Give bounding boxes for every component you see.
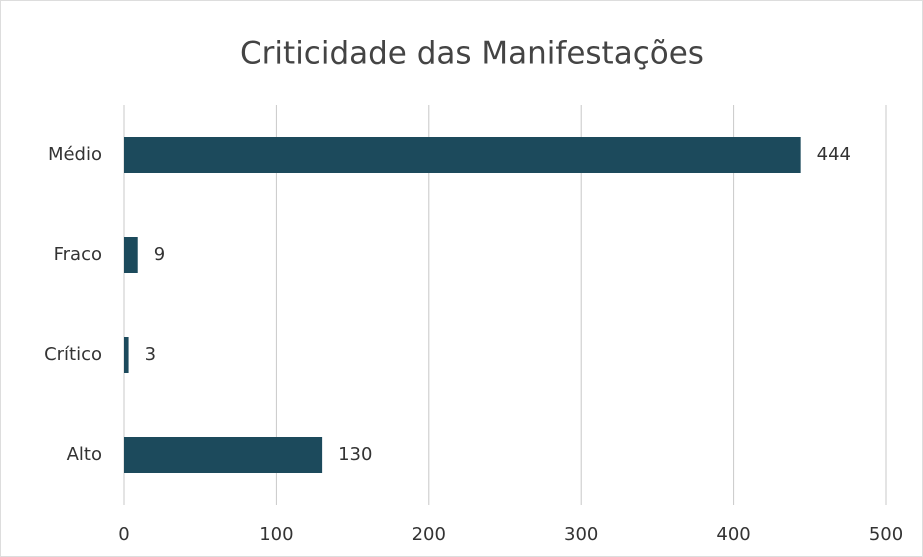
- data-label: 444: [817, 144, 851, 165]
- chart-title: Criticidade das Manifestações: [240, 36, 704, 72]
- bar: [124, 437, 323, 473]
- x-tick-label: 400: [716, 524, 750, 545]
- y-tick-label: Alto: [67, 444, 102, 465]
- x-tick-label: 100: [259, 524, 293, 545]
- y-tick-label: Crítico: [44, 344, 102, 365]
- data-label: 3: [145, 344, 156, 365]
- x-tick-label: 0: [118, 524, 129, 545]
- x-tick-label: 200: [412, 524, 446, 545]
- x-tick-label: 300: [564, 524, 598, 545]
- data-label: 9: [154, 244, 165, 265]
- bar: [124, 137, 801, 173]
- bar: [124, 237, 138, 273]
- data-label: 130: [338, 444, 372, 465]
- x-tick-label: 500: [869, 524, 903, 545]
- bar: [124, 337, 129, 373]
- y-tick-label: Fraco: [54, 244, 102, 265]
- y-tick-label: Médio: [48, 144, 102, 165]
